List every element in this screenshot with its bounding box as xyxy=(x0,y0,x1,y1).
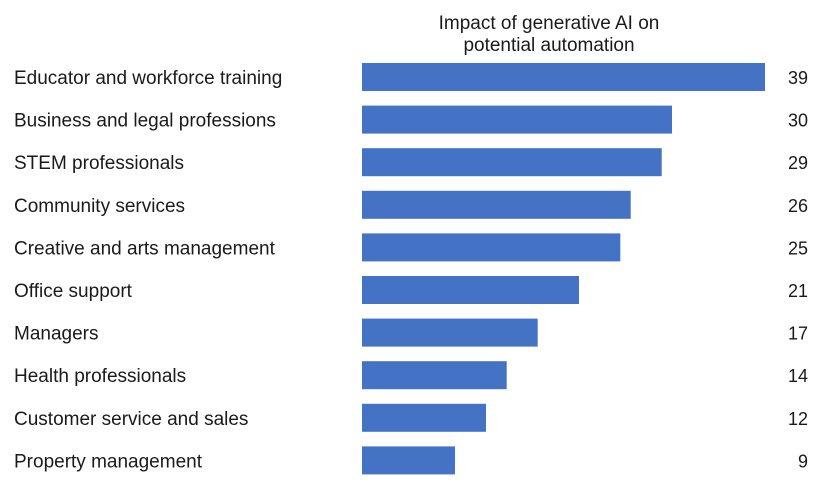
value-label: 30 xyxy=(788,111,808,131)
category-labels-group: Educator and workforce training Business … xyxy=(14,68,282,472)
chart-title-line-2: potential automation xyxy=(463,35,634,56)
bar xyxy=(362,190,631,219)
category-label: Business and legal professions xyxy=(14,111,276,132)
bars-group xyxy=(362,63,765,475)
value-label: 39 xyxy=(788,68,808,88)
value-label: 21 xyxy=(788,281,808,301)
bar xyxy=(362,318,538,347)
category-label: Community services xyxy=(14,196,185,217)
category-label: Office support xyxy=(14,281,133,302)
chart-title-line-1: Impact of generative AI on xyxy=(439,13,660,34)
bar xyxy=(362,233,621,262)
bar xyxy=(362,446,455,475)
bar xyxy=(362,148,662,177)
value-label: 26 xyxy=(788,196,808,216)
value-label: 12 xyxy=(788,409,808,429)
value-label: 14 xyxy=(788,366,808,386)
value-label: 29 xyxy=(788,153,808,173)
bar xyxy=(362,105,672,134)
category-label: Health professionals xyxy=(14,366,186,387)
bar xyxy=(362,63,765,91)
value-label: 9 xyxy=(798,451,808,471)
category-label: Managers xyxy=(14,324,99,345)
bar xyxy=(362,403,486,432)
category-label: Creative and arts management xyxy=(14,238,276,259)
value-label: 17 xyxy=(788,324,808,344)
category-label: Customer service and sales xyxy=(14,409,248,430)
value-labels-group: 39 30 29 26 25 21 17 14 12 9 xyxy=(788,68,808,471)
category-label: Property management xyxy=(14,451,203,472)
category-label: STEM professionals xyxy=(14,153,184,174)
bar xyxy=(362,276,579,304)
value-label: 25 xyxy=(788,238,808,258)
category-label: Educator and workforce training xyxy=(14,68,282,89)
bar xyxy=(362,361,507,390)
